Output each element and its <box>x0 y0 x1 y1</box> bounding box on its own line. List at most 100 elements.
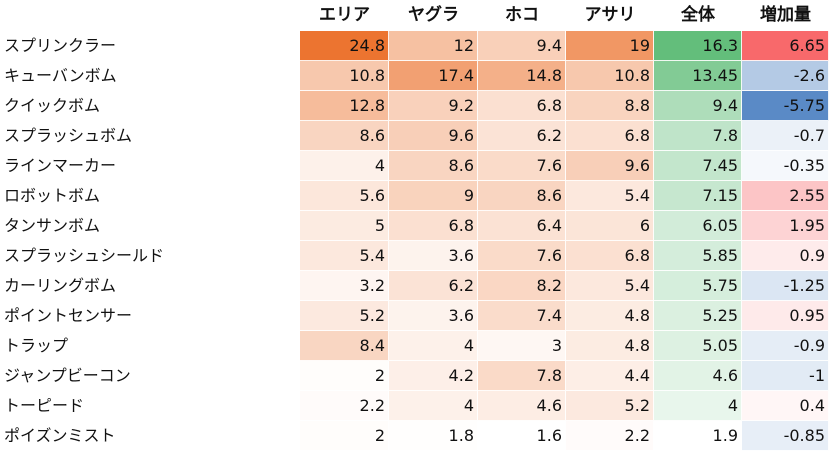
hoko-cell[interactable]: 6.8 <box>478 91 566 121</box>
hoko-cell[interactable]: 14.8 <box>478 61 566 91</box>
yagura-cell[interactable]: 3.6 <box>389 241 478 271</box>
area-cell[interactable]: 5 <box>300 211 389 241</box>
row-label[interactable]: スプラッシュボム <box>4 126 133 145</box>
area-cell[interactable]: 3.2 <box>300 271 389 301</box>
header-increase[interactable]: 増加量 <box>760 5 811 25</box>
increase-cell[interactable]: 6.65 <box>742 31 829 61</box>
asari-cell[interactable]: 4.4 <box>566 361 654 391</box>
hoko-cell[interactable]: 4.6 <box>478 391 566 421</box>
hoko-cell[interactable]: 8.6 <box>478 181 566 211</box>
hoko-cell[interactable]: 7.6 <box>478 241 566 271</box>
total-cell[interactable]: 7.45 <box>654 151 742 181</box>
increase-cell[interactable]: -0.35 <box>742 151 829 181</box>
yagura-cell[interactable]: 12 <box>389 31 478 61</box>
row-label[interactable]: タンサンボム <box>4 216 101 235</box>
yagura-cell[interactable]: 3.6 <box>389 301 478 331</box>
total-cell[interactable]: 6.05 <box>654 211 742 241</box>
total-cell[interactable]: 5.75 <box>654 271 742 301</box>
asari-cell[interactable]: 9.6 <box>566 151 654 181</box>
yagura-cell[interactable]: 4 <box>389 331 478 361</box>
total-cell[interactable]: 5.85 <box>654 241 742 271</box>
area-cell[interactable]: 2.2 <box>300 391 389 421</box>
increase-cell[interactable]: -2.6 <box>742 61 829 91</box>
row-label[interactable]: ポイントセンサー <box>4 306 133 325</box>
asari-cell[interactable]: 5.4 <box>566 271 654 301</box>
header-area[interactable]: エリア <box>319 5 370 25</box>
row-label[interactable]: ラインマーカー <box>4 156 117 175</box>
area-cell[interactable]: 5.6 <box>300 181 389 211</box>
hoko-cell[interactable]: 7.6 <box>478 151 566 181</box>
area-cell[interactable]: 24.8 <box>300 31 389 61</box>
hoko-cell[interactable]: 7.8 <box>478 361 566 391</box>
row-label[interactable]: トーピード <box>4 396 85 415</box>
yagura-cell[interactable]: 9.6 <box>389 121 478 151</box>
asari-cell[interactable]: 19 <box>566 31 654 61</box>
row-label[interactable]: ジャンプビーコン <box>4 366 131 385</box>
row-label[interactable]: カーリングボム <box>4 276 117 295</box>
total-cell[interactable]: 13.45 <box>654 61 742 91</box>
asari-cell[interactable]: 10.8 <box>566 61 654 91</box>
total-cell[interactable]: 5.25 <box>654 301 742 331</box>
yagura-cell[interactable]: 6.8 <box>389 211 478 241</box>
total-cell[interactable]: 16.3 <box>654 31 742 61</box>
area-cell[interactable]: 12.8 <box>300 91 389 121</box>
area-cell[interactable]: 4 <box>300 151 389 181</box>
yagura-cell[interactable]: 8.6 <box>389 151 478 181</box>
row-label[interactable]: ロボットボム <box>4 186 101 205</box>
total-cell[interactable]: 4.6 <box>654 361 742 391</box>
asari-cell[interactable]: 2.2 <box>566 421 654 451</box>
yagura-cell[interactable]: 9.2 <box>389 91 478 121</box>
yagura-cell[interactable]: 4.2 <box>389 361 478 391</box>
area-cell[interactable]: 5.4 <box>300 241 389 271</box>
area-cell[interactable]: 8.6 <box>300 121 389 151</box>
increase-cell[interactable]: -1.25 <box>742 271 829 301</box>
increase-cell[interactable]: 1.95 <box>742 211 829 241</box>
total-cell[interactable]: 4 <box>654 391 742 421</box>
yagura-cell[interactable]: 9 <box>389 181 478 211</box>
yagura-cell[interactable]: 4 <box>389 391 478 421</box>
increase-cell[interactable]: -0.85 <box>742 421 829 451</box>
total-cell[interactable]: 1.9 <box>654 421 742 451</box>
hoko-cell[interactable]: 6.2 <box>478 121 566 151</box>
increase-cell[interactable]: -0.7 <box>742 121 829 151</box>
increase-cell[interactable]: 0.4 <box>742 391 829 421</box>
area-cell[interactable]: 5.2 <box>300 301 389 331</box>
asari-cell[interactable]: 5.2 <box>566 391 654 421</box>
hoko-cell[interactable]: 3 <box>478 331 566 361</box>
area-cell[interactable]: 2 <box>300 361 389 391</box>
increase-cell[interactable]: -1 <box>742 361 829 391</box>
total-cell[interactable]: 7.8 <box>654 121 742 151</box>
yagura-cell[interactable]: 17.4 <box>389 61 478 91</box>
total-cell[interactable]: 7.15 <box>654 181 742 211</box>
header-yagura[interactable]: ヤグラ <box>408 5 459 25</box>
hoko-cell[interactable]: 6.4 <box>478 211 566 241</box>
header-asari[interactable]: アサリ <box>584 5 636 25</box>
total-cell[interactable]: 5.05 <box>654 331 742 361</box>
area-cell[interactable]: 2 <box>300 421 389 451</box>
asari-cell[interactable]: 6.8 <box>566 121 654 151</box>
yagura-cell[interactable]: 6.2 <box>389 271 478 301</box>
asari-cell[interactable]: 5.4 <box>566 181 654 211</box>
row-label[interactable]: トラップ <box>4 336 69 355</box>
row-label[interactable]: クイックボム <box>4 96 101 115</box>
asari-cell[interactable]: 6 <box>566 211 654 241</box>
increase-cell[interactable]: 0.9 <box>742 241 829 271</box>
hoko-cell[interactable]: 9.4 <box>478 31 566 61</box>
yagura-cell[interactable]: 1.8 <box>389 421 478 451</box>
hoko-cell[interactable]: 1.6 <box>478 421 566 451</box>
hoko-cell[interactable]: 8.2 <box>478 271 566 301</box>
header-hoko[interactable]: ホコ <box>505 5 539 25</box>
increase-cell[interactable]: -5.75 <box>742 91 829 121</box>
area-cell[interactable]: 8.4 <box>300 331 389 361</box>
asari-cell[interactable]: 8.8 <box>566 91 654 121</box>
total-cell[interactable]: 9.4 <box>654 91 742 121</box>
row-label[interactable]: キューバンボム <box>4 66 117 85</box>
asari-cell[interactable]: 6.8 <box>566 241 654 271</box>
row-label[interactable]: スプリンクラー <box>4 36 117 55</box>
area-cell[interactable]: 10.8 <box>300 61 389 91</box>
asari-cell[interactable]: 4.8 <box>566 301 654 331</box>
increase-cell[interactable]: -0.9 <box>742 331 829 361</box>
header-total[interactable]: 全体 <box>681 5 715 25</box>
asari-cell[interactable]: 4.8 <box>566 331 654 361</box>
row-label[interactable]: ポイズンミスト <box>4 426 116 445</box>
